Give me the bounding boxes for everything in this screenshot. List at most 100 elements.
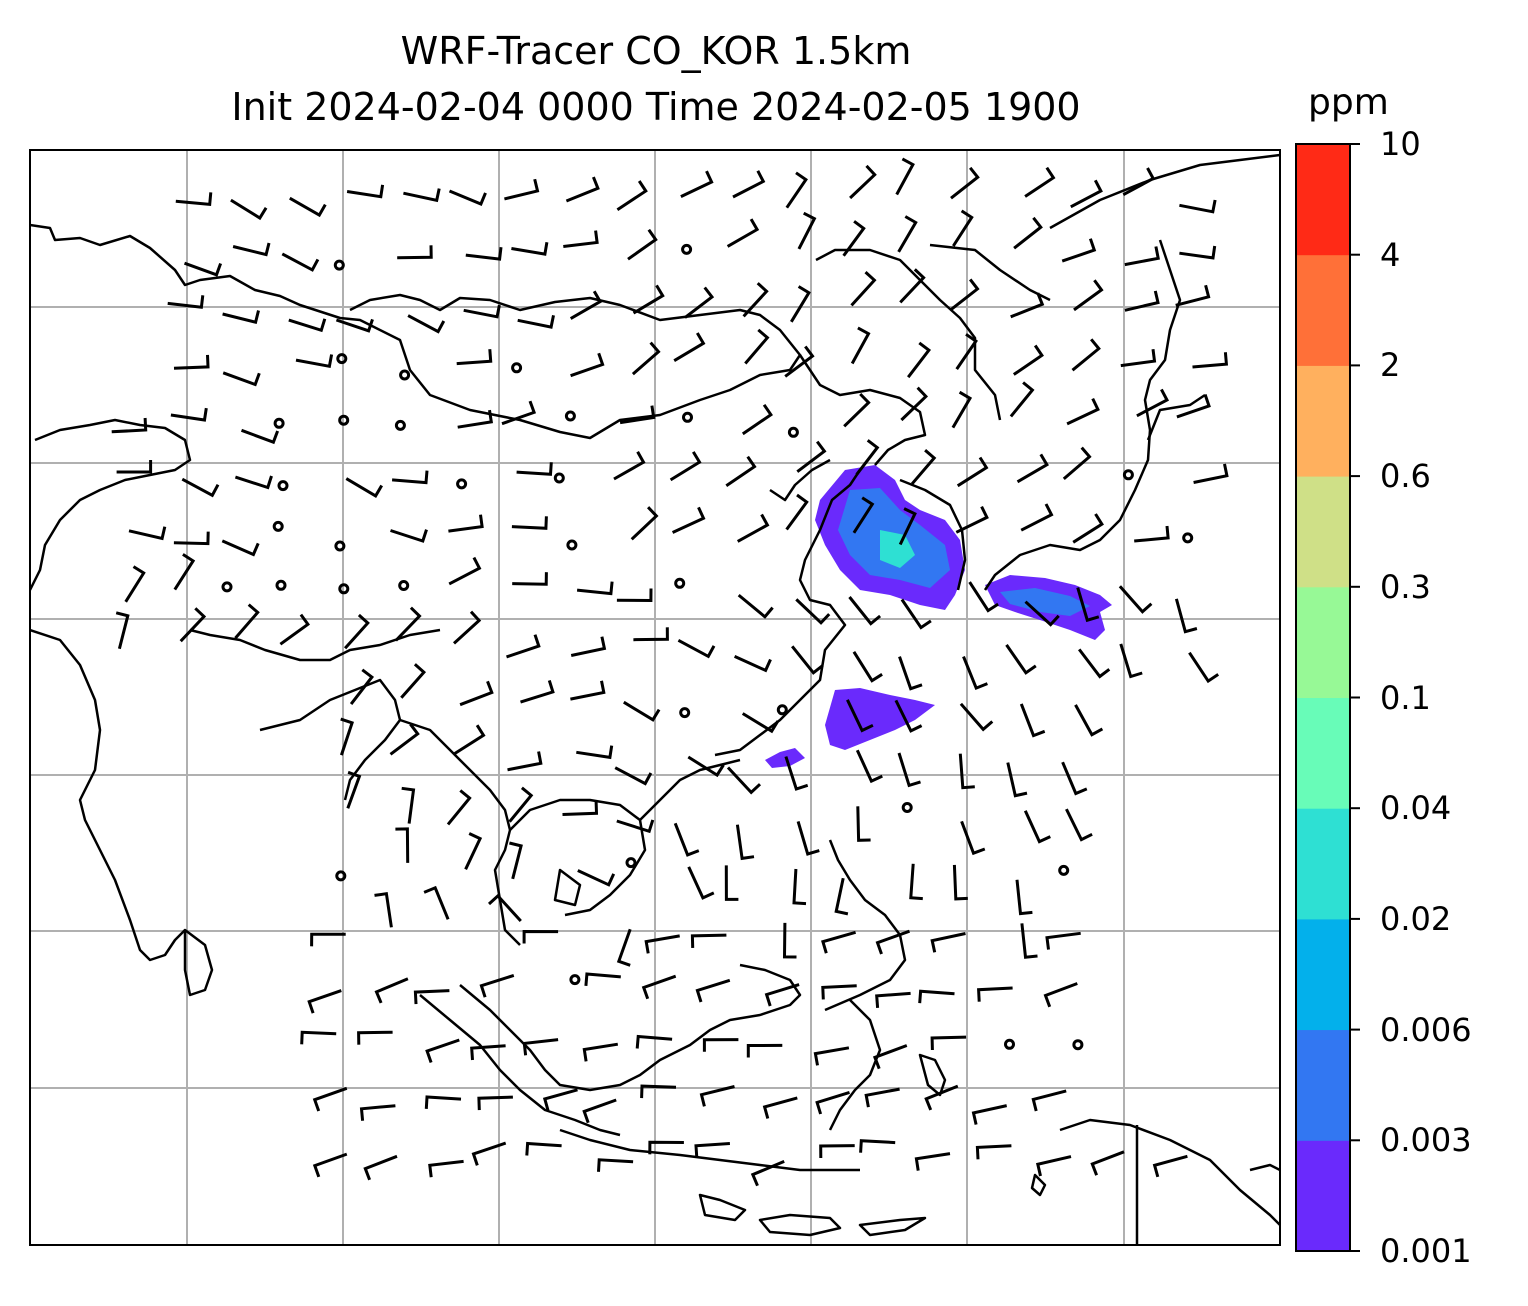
wind-barb xyxy=(389,723,420,756)
wind-barb xyxy=(785,493,809,531)
wind-barb xyxy=(762,1096,798,1119)
wind-barb xyxy=(1016,453,1049,484)
colorbar-segment xyxy=(1296,697,1350,809)
wind-barb xyxy=(1118,585,1153,614)
wind-barb xyxy=(279,613,310,646)
wind-barb xyxy=(641,974,677,1000)
wind-barb xyxy=(855,749,883,784)
wind-barb xyxy=(577,869,616,887)
wind-barb xyxy=(357,1030,393,1045)
wind-barb xyxy=(955,505,989,534)
wind-barb xyxy=(395,827,410,863)
wind-barb xyxy=(900,386,929,422)
wind-barb xyxy=(784,345,815,378)
wind-barb xyxy=(1119,643,1143,679)
wind-barb xyxy=(644,934,680,954)
wind-barb xyxy=(694,1142,731,1158)
wind-barb xyxy=(852,496,875,534)
wind-barb xyxy=(424,1095,462,1109)
wind-barb xyxy=(1036,1155,1072,1177)
tracer-plume-japan-core xyxy=(1000,588,1090,616)
wind-barb xyxy=(619,405,656,425)
wind-barb xyxy=(616,928,632,967)
wind-barb xyxy=(764,983,800,1007)
wind-barb xyxy=(401,786,416,824)
wind-barb xyxy=(459,680,494,707)
calm-wind-marker xyxy=(221,581,233,593)
wind-barb xyxy=(899,268,926,304)
wind-barb xyxy=(613,451,646,481)
wind-barb xyxy=(570,636,607,657)
wind-barb xyxy=(346,184,385,199)
wind-barb xyxy=(850,270,877,307)
wind-barb xyxy=(746,1043,783,1058)
wind-barb xyxy=(819,1144,855,1159)
wind-barb xyxy=(1073,279,1104,312)
calm-wind-marker xyxy=(456,478,468,490)
wind-barb xyxy=(359,1104,396,1121)
wind-barb xyxy=(470,1044,506,1061)
calm-wind-marker xyxy=(787,426,799,438)
wind-barb xyxy=(971,1104,1008,1125)
wind-barb xyxy=(390,529,428,543)
wind-barb xyxy=(735,824,755,861)
wind-barb xyxy=(312,1152,348,1178)
colorbar-tick-label: 0.6 xyxy=(1380,457,1431,496)
wind-barb xyxy=(289,196,327,218)
wind-barb xyxy=(569,290,603,320)
wind-barb xyxy=(907,341,932,379)
calm-wind-marker xyxy=(901,802,913,813)
wind-barb xyxy=(453,724,486,755)
wind-barb xyxy=(924,1084,959,1111)
wind-barb xyxy=(400,663,427,699)
wind-barb xyxy=(673,332,706,362)
tracer-plume xyxy=(765,465,1112,768)
wind-barb xyxy=(1124,290,1160,312)
wind-barb xyxy=(895,157,915,196)
wind-barb xyxy=(950,166,980,200)
colorbar-tick-label: 10 xyxy=(1380,125,1421,163)
wind-barb xyxy=(522,929,559,944)
wind-barb xyxy=(627,228,658,261)
wind-barb xyxy=(900,598,932,630)
wind-barb xyxy=(872,1044,908,1070)
wind-barb xyxy=(1019,703,1046,738)
wind-barb xyxy=(221,539,260,557)
wind-barb xyxy=(702,1038,739,1052)
colorbar-tick-label: 4 xyxy=(1380,235,1401,274)
colorbar-segment xyxy=(1296,476,1350,588)
wind-barb xyxy=(1009,381,1035,418)
colorbar-tick-label: 0.3 xyxy=(1380,567,1431,606)
wind-barb xyxy=(910,449,937,485)
wind-barb xyxy=(1134,525,1170,543)
calm-wind-markers xyxy=(221,243,1194,1051)
wind-barb xyxy=(782,922,797,959)
wind-barb xyxy=(1193,463,1229,484)
wind-barb xyxy=(1005,644,1037,675)
wind-barb xyxy=(1020,503,1054,532)
wind-barb xyxy=(512,572,548,586)
map-title-line1: WRF-Tracer CO_KOR 1.5km xyxy=(400,29,912,73)
wind-barb xyxy=(1065,808,1093,842)
wind-barb xyxy=(930,1035,967,1051)
wind-barb xyxy=(230,198,268,221)
wind-barb xyxy=(124,565,146,603)
wind-barb xyxy=(520,679,555,704)
wind-barb xyxy=(616,588,653,603)
wind-barb xyxy=(695,978,731,1003)
colorbar-tick-label: 0.006 xyxy=(1380,1010,1472,1049)
wind-barb xyxy=(737,593,774,619)
map-title-line2: Init 2024-02-04 0000 Time 2024-02-05 190… xyxy=(231,85,1081,129)
wind-barb xyxy=(1179,245,1217,260)
calm-wind-marker xyxy=(336,353,348,365)
wind-barb xyxy=(744,328,770,365)
wind-barb xyxy=(413,989,450,1005)
wind-barb xyxy=(288,318,327,333)
wind-barb xyxy=(1152,1154,1188,1178)
wind-barb xyxy=(570,352,605,378)
calm-wind-marker xyxy=(1004,1038,1015,1050)
wind-barb xyxy=(859,1139,896,1153)
wind-barb xyxy=(509,841,523,880)
wind-barb xyxy=(949,278,980,311)
wind-barb xyxy=(1090,1150,1125,1176)
